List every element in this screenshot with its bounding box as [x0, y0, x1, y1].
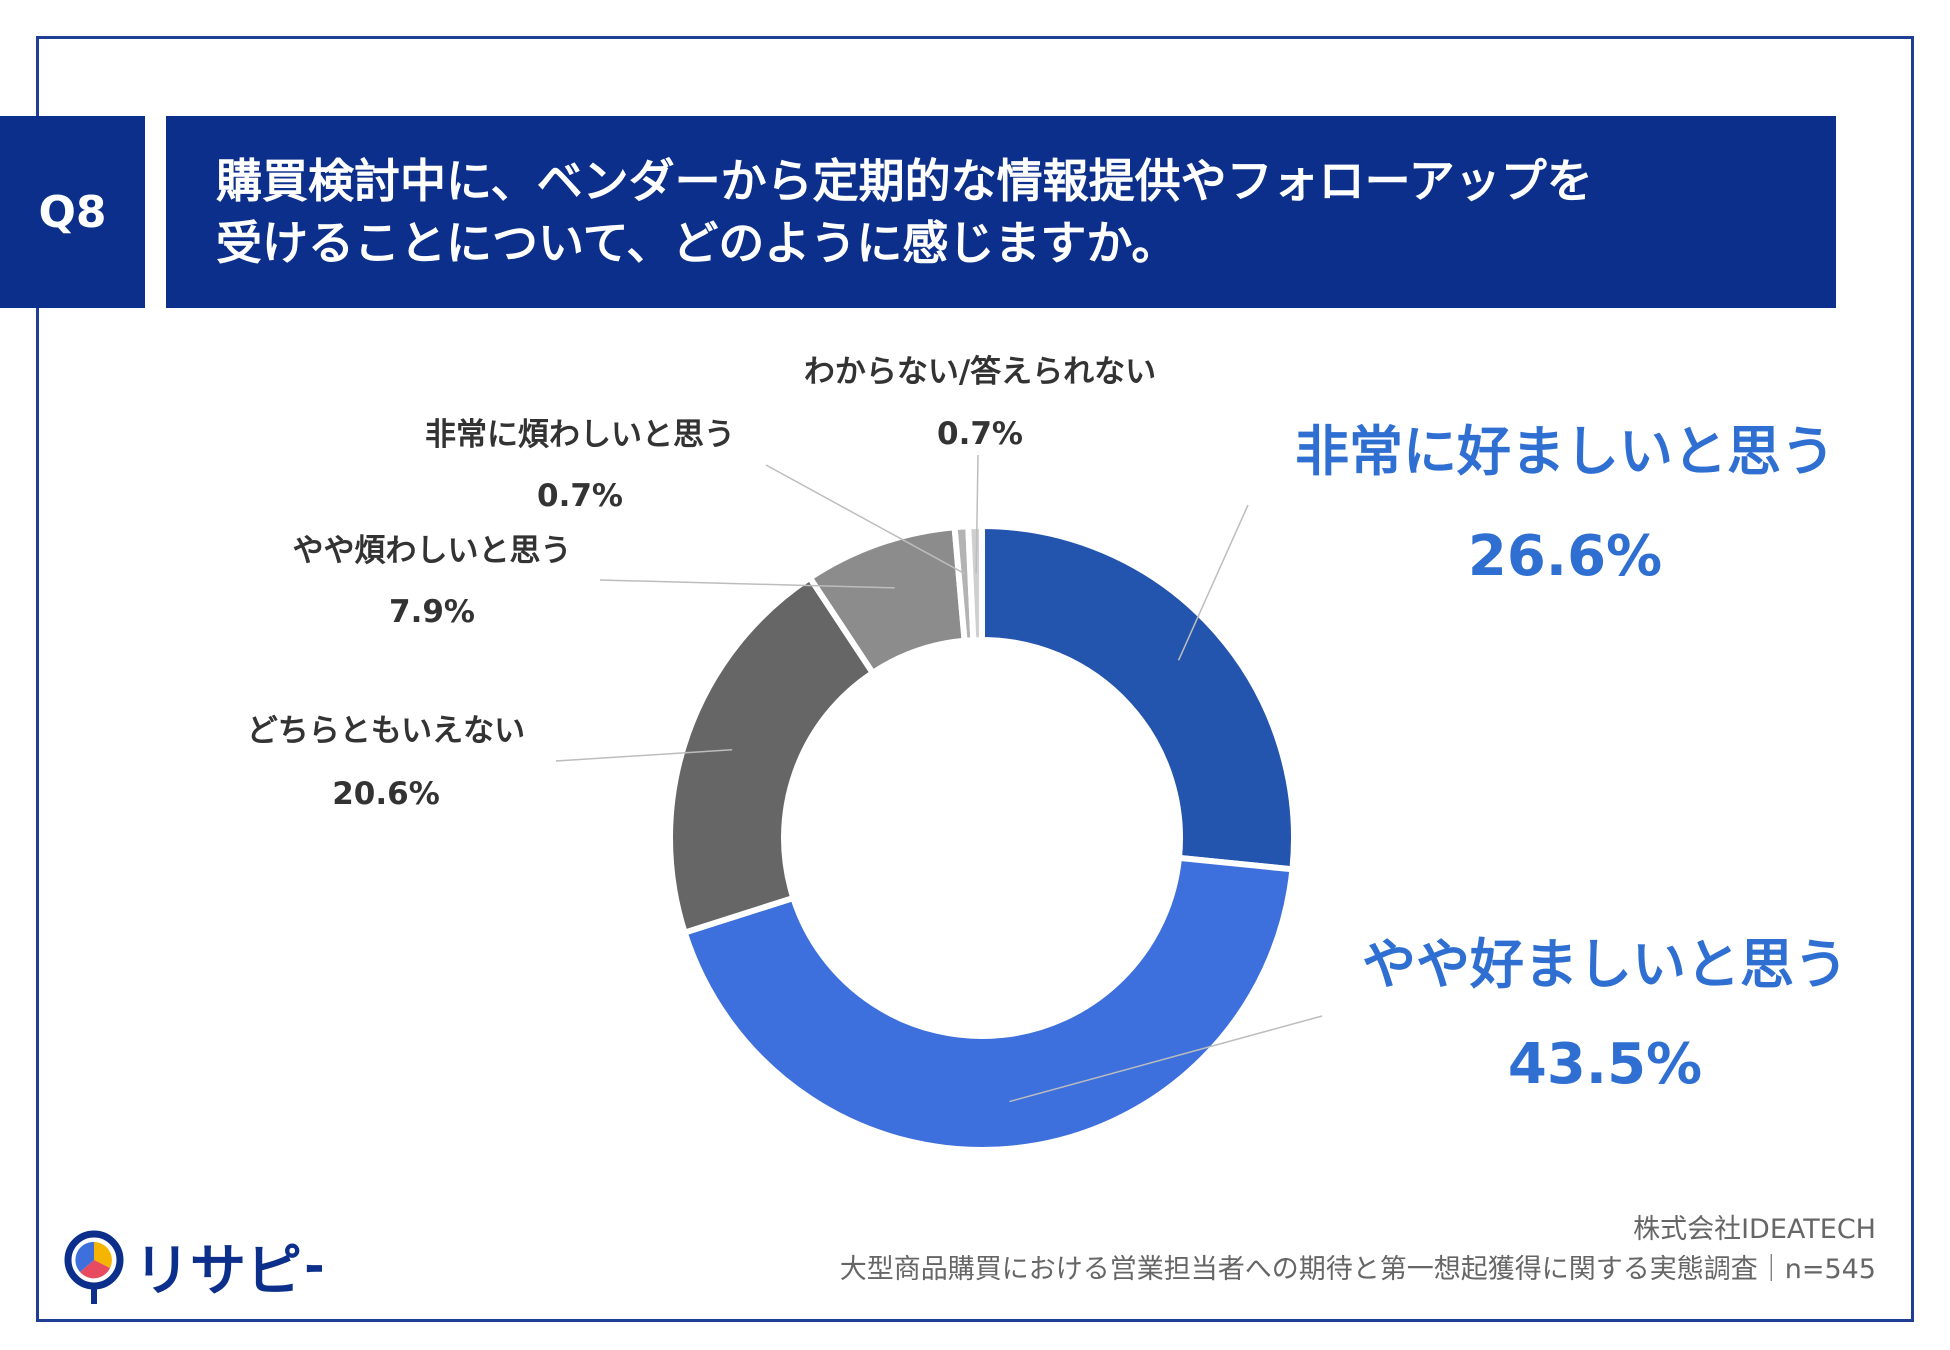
credit-survey: 大型商品購買における営業担当者への期待と第一想起獲得に関する実態調査｜n=545 — [839, 1254, 1876, 1285]
question-banner: 購買検討中に、ベンダーから定期的な情報提供やフォローアップを 受けることについて… — [166, 116, 1836, 308]
frame-border — [36, 36, 1914, 1322]
logo-pin-icon — [64, 1230, 124, 1304]
category-label-2: どちらともいえない — [247, 713, 525, 749]
leader-line-0 — [1177, 504, 1249, 661]
donut-slice-5 — [965, 522, 985, 644]
category-label-1: やや好ましいと思う — [1362, 933, 1848, 996]
value-label-1: 43.5% — [1508, 1032, 1702, 1097]
question-number-text: Q8 — [38, 186, 107, 238]
value-label-0: 26.6% — [1468, 524, 1662, 589]
leader-line-5 — [975, 454, 979, 574]
value-label-5: 0.7% — [937, 416, 1023, 452]
credit-company: 株式会社IDEATECH — [1633, 1214, 1876, 1245]
category-label-3: やや煩わしいと思う — [293, 533, 572, 569]
donut-slice-0 — [979, 522, 1297, 873]
risapy-logo: リサピー — [64, 1230, 322, 1304]
category-label-4: 非常に煩わしいと思う — [425, 417, 735, 453]
value-label-2: 20.6% — [332, 776, 440, 812]
value-label-3: 7.9% — [389, 594, 475, 630]
question-line-1: 購買検討中に、ベンダーから定期的な情報提供やフォローアップを — [216, 154, 1593, 208]
question-number: Q8 — [0, 116, 145, 308]
question-line-2: 受けることについて、どのように感じますか。 — [216, 216, 1178, 270]
category-label-5: わからない/答えられない — [804, 354, 1156, 390]
logo-text: リサピー — [134, 1239, 322, 1304]
leader-line-2 — [555, 749, 733, 762]
leader-line-3 — [599, 579, 895, 589]
source-credit: 株式会社IDEATECH 大型商品購買における営業担当者への期待と第一想起獲得に… — [840, 1210, 1876, 1290]
value-label-4: 0.7% — [537, 478, 623, 514]
category-label-0: 非常に好ましいと思う — [1295, 420, 1835, 483]
leader-line-1 — [1009, 1015, 1323, 1103]
donut-slice-1 — [680, 854, 1296, 1153]
leader-line-4 — [765, 464, 965, 575]
